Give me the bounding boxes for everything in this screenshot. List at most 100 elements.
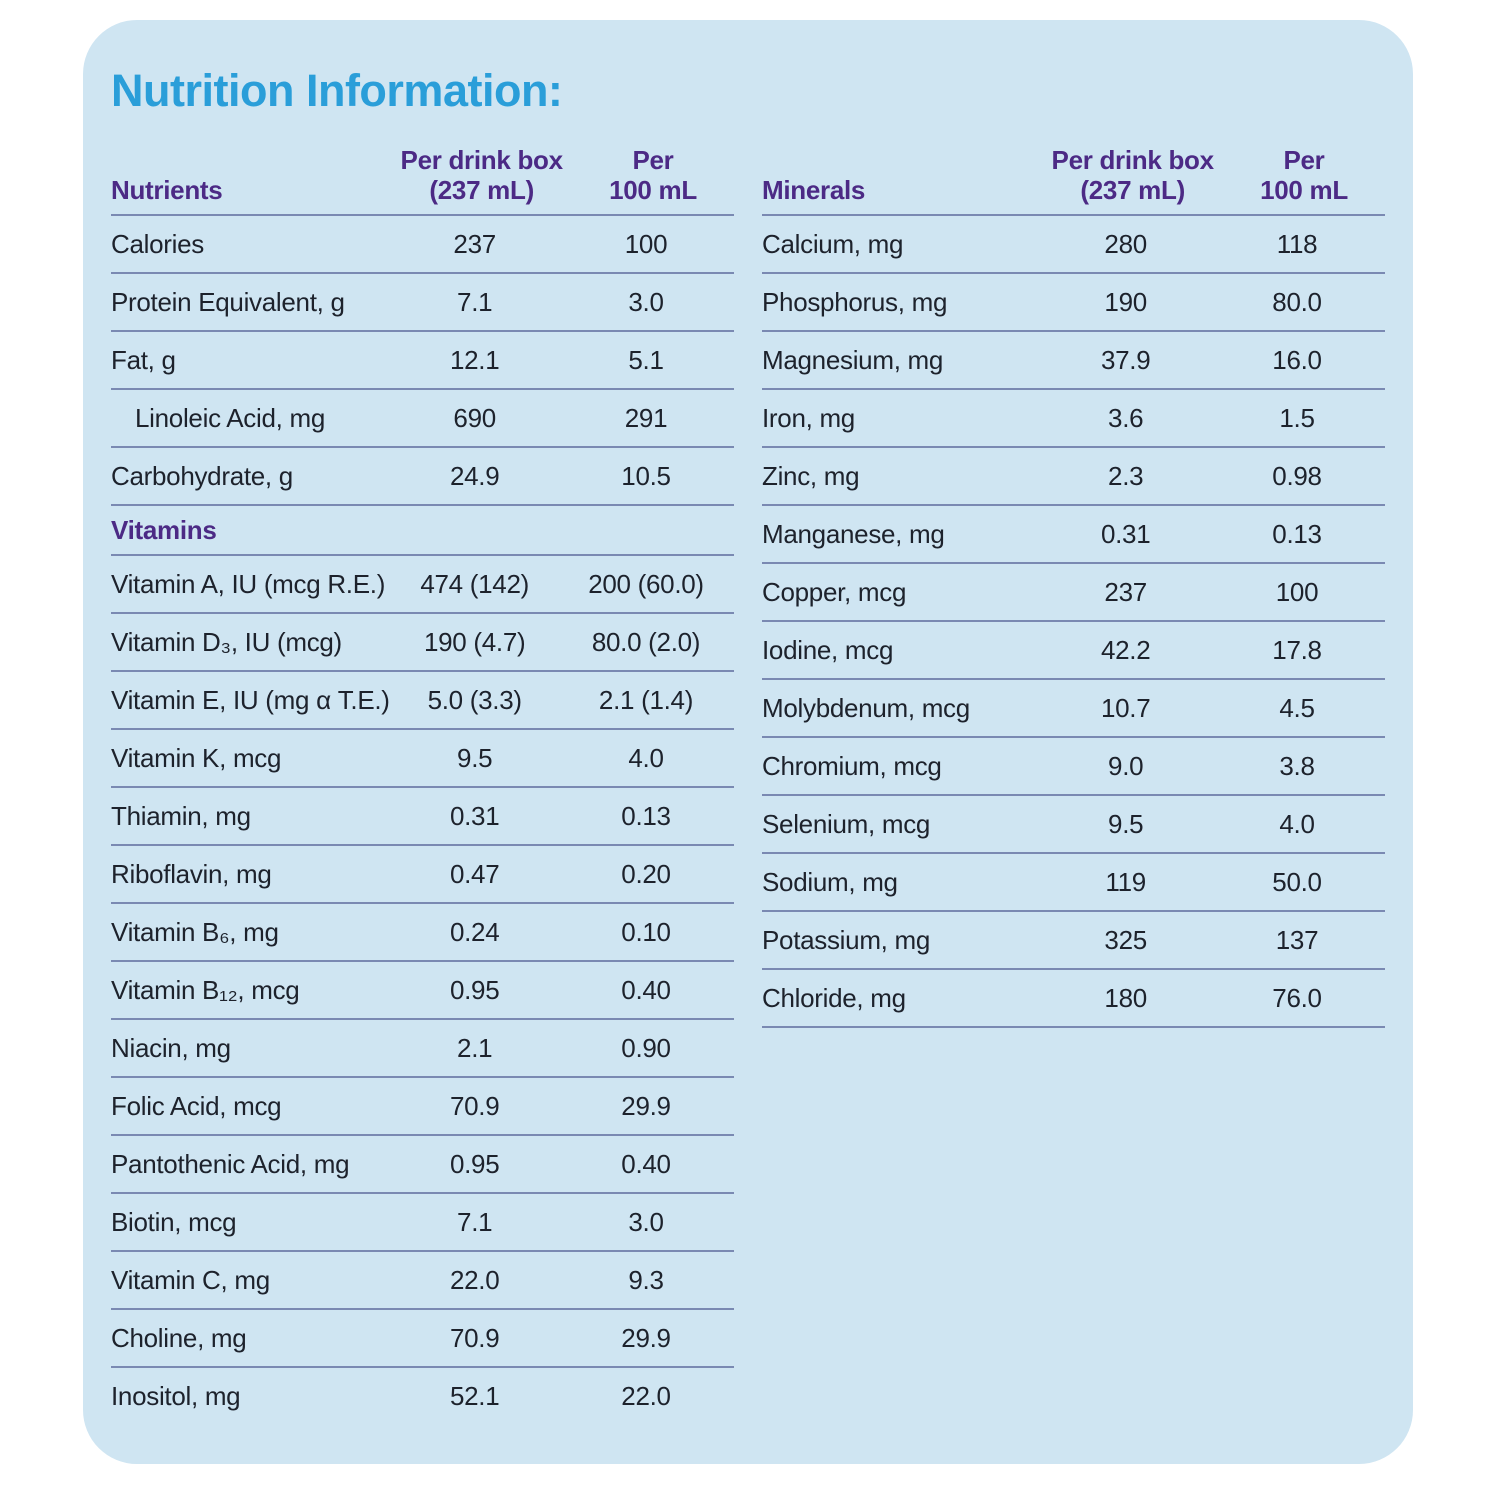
per-100ml-value: 200 (60.0) xyxy=(572,555,734,614)
per-100ml-value: 4.0 xyxy=(572,729,734,788)
table-row: Pantothenic Acid, mg 0.95 0.40 xyxy=(111,1135,734,1194)
table-row: Vitamin B₁₂, mcg 0.95 0.40 xyxy=(111,961,734,1020)
nutrient-label: Linoleic Acid, mg xyxy=(111,389,392,448)
nutrient-label: Protein Equivalent, g xyxy=(111,273,392,332)
per-100ml-value: 29.9 xyxy=(572,1309,734,1368)
nutrient-label: Thiamin, mg xyxy=(111,787,392,846)
per-box-value: 70.9 xyxy=(391,1309,572,1368)
per-box-value: 9.5 xyxy=(391,729,572,788)
table-row: Potassium, mg 325 137 xyxy=(762,911,1385,970)
per-100ml-value: 0.98 xyxy=(1223,447,1385,506)
per-100ml-value: 291 xyxy=(572,389,734,448)
nutrient-label: Vitamin D₃, IU (mcg) xyxy=(111,613,392,672)
table-row: Zinc, mg 2.3 0.98 xyxy=(762,447,1385,506)
table-row: Vitamin K, mcg 9.5 4.0 xyxy=(111,729,734,788)
nutrient-label: Zinc, mg xyxy=(762,447,1043,506)
per-100ml-value: 17.8 xyxy=(1223,621,1385,680)
per-100ml-value: 0.20 xyxy=(572,845,734,904)
nutrient-label: Niacin, mg xyxy=(111,1019,392,1078)
per-box-value: 325 xyxy=(1042,911,1223,970)
per-box-value: 22.0 xyxy=(391,1251,572,1310)
nutrient-label: Folic Acid, mcg xyxy=(111,1077,392,1136)
per-100ml-header: Per 100 mL xyxy=(572,145,734,216)
nutrient-label: Sodium, mg xyxy=(762,853,1043,912)
table-row: Calories 237 100 xyxy=(111,215,734,274)
per-box-value: 7.1 xyxy=(391,1193,572,1252)
table-row: Manganese, mg 0.31 0.13 xyxy=(762,505,1385,564)
per-100ml-value: 0.40 xyxy=(572,1135,734,1194)
table-row: Linoleic Acid, mg 690 291 xyxy=(111,389,734,448)
per-drink-box-header: Per drink box (237 mL) xyxy=(1042,145,1223,216)
per-100ml-value: 0.13 xyxy=(1223,505,1385,564)
table-row: Copper, mcg 237 100 xyxy=(762,563,1385,622)
per-drink-box-header: Per drink box (237 mL) xyxy=(391,145,572,216)
nutrient-label: Biotin, mcg xyxy=(111,1193,392,1252)
per-100ml-header: Per 100 mL xyxy=(1223,145,1385,216)
tables-container: Nutrients Per drink box (237 mL) Per 100… xyxy=(111,145,1385,1424)
per-100ml-value: 100 xyxy=(572,215,734,274)
per-box-value: 9.0 xyxy=(1042,737,1223,796)
per-100ml-value: 16.0 xyxy=(1223,331,1385,390)
per-100ml-value: 1.5 xyxy=(1223,389,1385,448)
nutrient-label: Vitamin E, IU (mg α T.E.) xyxy=(111,671,392,730)
nutrient-label: Magnesium, mg xyxy=(762,331,1043,390)
per-100ml-value: 3.8 xyxy=(1223,737,1385,796)
table-row: Protein Equivalent, g 7.1 3.0 xyxy=(111,273,734,332)
per-box-value: 0.31 xyxy=(1042,505,1223,564)
per-box-value: 24.9 xyxy=(391,447,572,506)
nutrient-label: Potassium, mg xyxy=(762,911,1043,970)
table-row: Vitamin C, mg 22.0 9.3 xyxy=(111,1251,734,1310)
nutrient-label: Selenium, mcg xyxy=(762,795,1043,854)
table-row: Calcium, mg 280 118 xyxy=(762,215,1385,274)
minerals-header-row: Minerals Per drink box (237 mL) Per 100 … xyxy=(762,145,1385,216)
table-row: Sodium, mg 119 50.0 xyxy=(762,853,1385,912)
per-box-value: 119 xyxy=(1042,853,1223,912)
nutrient-label: Copper, mcg xyxy=(762,563,1043,622)
nutrient-label: Fat, g xyxy=(111,331,392,390)
per-box-value: 190 (4.7) xyxy=(391,613,572,672)
per-box-value: 280 xyxy=(1042,215,1223,274)
table-row: Iron, mg 3.6 1.5 xyxy=(762,389,1385,448)
per-box-value: 237 xyxy=(1042,563,1223,622)
per-100ml-value: 0.13 xyxy=(572,787,734,846)
per-box-value: 10.7 xyxy=(1042,679,1223,738)
per-100ml-value: 76.0 xyxy=(1223,969,1385,1028)
per-box-value: 37.9 xyxy=(1042,331,1223,390)
per-box-value: 0.47 xyxy=(391,845,572,904)
minerals-table: Minerals Per drink box (237 mL) Per 100 … xyxy=(762,145,1385,1028)
per-100ml-value: 118 xyxy=(1223,215,1385,274)
per-100ml-value: 4.5 xyxy=(1223,679,1385,738)
per-box-value: 2.3 xyxy=(1042,447,1223,506)
table-row: Selenium, mcg 9.5 4.0 xyxy=(762,795,1385,854)
per-100ml-value: 29.9 xyxy=(572,1077,734,1136)
per-100ml-value: 0.40 xyxy=(572,961,734,1020)
table-row: Niacin, mg 2.1 0.90 xyxy=(111,1019,734,1078)
table-row: Phosphorus, mg 190 80.0 xyxy=(762,273,1385,332)
table-row: Vitamin D₃, IU (mcg) 190 (4.7) 80.0 (2.0) xyxy=(111,613,734,672)
per-100ml-value: 137 xyxy=(1223,911,1385,970)
nutrient-label: Molybdenum, mcg xyxy=(762,679,1043,738)
per-box-value: 190 xyxy=(1042,273,1223,332)
per-box-value: 2.1 xyxy=(391,1019,572,1078)
nutrients-header-label: Nutrients xyxy=(111,145,392,216)
per-box-value: 5.0 (3.3) xyxy=(391,671,572,730)
per-box-value: 52.1 xyxy=(449,1381,500,1411)
nutrient-label: Calcium, mg xyxy=(762,215,1043,274)
nutrient-label: Chromium, mcg xyxy=(762,737,1043,796)
nutrient-label: Calories xyxy=(111,215,392,274)
nutrition-card: Nutrition Information: Nutrients Per dri… xyxy=(83,20,1413,1464)
table-row: Vitamin E, IU (mg α T.E.) 5.0 (3.3) 2.1 (1… xyxy=(111,671,734,730)
table-row: Thiamin, mg 0.31 0.13 xyxy=(111,787,734,846)
nutrient-label: Inositol, mg xyxy=(111,1381,241,1411)
per-100ml-value: 0.90 xyxy=(572,1019,734,1078)
per-100ml-value: 3.0 xyxy=(572,273,734,332)
per-100ml-value: 0.10 xyxy=(572,903,734,962)
table-row: Molybdenum, mcg 10.7 4.5 xyxy=(762,679,1385,738)
table-row: Magnesium, mg 37.9 16.0 xyxy=(762,331,1385,390)
section-label: Vitamins xyxy=(111,505,734,556)
table-row: Riboflavin, mg 0.47 0.20 xyxy=(111,845,734,904)
table-row: Inositol, mg 52.1 22.0 xyxy=(111,1367,734,1424)
per-box-value: 42.2 xyxy=(1042,621,1223,680)
nutrient-label: Chloride, mg xyxy=(762,969,1043,1028)
nutrient-label: Pantothenic Acid, mg xyxy=(111,1135,392,1194)
